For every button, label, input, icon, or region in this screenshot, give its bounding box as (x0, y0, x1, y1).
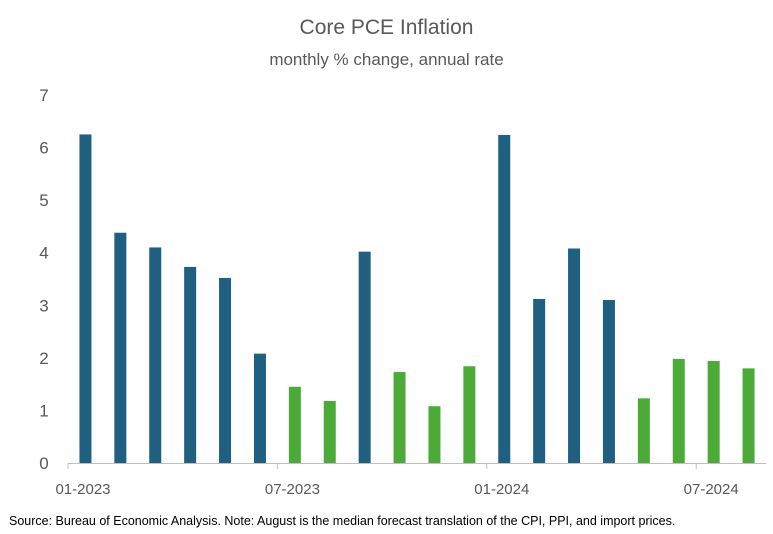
source-note: Source: Bureau of Economic Analysis. Not… (9, 514, 676, 528)
y-tick-label: 7 (39, 86, 48, 105)
x-tick-label: 01-2023 (55, 481, 110, 498)
bar-01-2024 (498, 134, 511, 463)
bar-06-2024 (672, 358, 685, 463)
bar-10-2023 (393, 372, 406, 463)
bar-03-2023 (149, 247, 162, 463)
x-axis-labels: 01-2023 07-2023 01-2024 07-2024 (55, 481, 738, 498)
bar-04-2024 (602, 300, 615, 463)
bar-05-2024 (637, 398, 650, 463)
bar-07-2024 (707, 361, 720, 463)
y-tick-label: 0 (39, 454, 48, 473)
x-ticks (67, 463, 697, 469)
y-tick-label: 6 (39, 139, 48, 158)
bar-09-2023 (358, 251, 371, 463)
bar-chart: 0 1 2 3 4 5 6 7 01-2023 07-2023 01-2024 07-2024 (39, 86, 766, 498)
bar-07-2023 (288, 386, 301, 463)
x-tick-label: 07-2024 (684, 481, 739, 498)
y-tick-label: 3 (39, 296, 48, 315)
bar-01-2023 (79, 134, 92, 463)
bar-03-2024 (568, 248, 581, 463)
y-axis-labels: 0 1 2 3 4 5 6 7 (39, 86, 48, 473)
bar-08-2023 (323, 400, 336, 463)
bar-05-2023 (219, 277, 232, 463)
bar-04-2023 (184, 266, 197, 463)
chart-subtitle: monthly % change, annual rate (269, 50, 504, 69)
y-tick-label: 2 (39, 349, 48, 368)
bar-12-2023 (463, 366, 476, 463)
bar-11-2023 (428, 406, 441, 463)
x-tick-label: 01-2024 (474, 481, 529, 498)
bar-02-2024 (533, 298, 546, 463)
bar-06-2023 (253, 353, 266, 463)
bar-08-2024 (742, 368, 755, 463)
y-tick-label: 1 (39, 401, 48, 420)
chart-title: Core PCE Inflation (299, 16, 474, 39)
y-tick-label: 5 (39, 191, 48, 210)
bar-02-2023 (114, 232, 127, 463)
y-tick-label: 4 (39, 244, 48, 263)
x-tick-label: 07-2023 (265, 481, 320, 498)
bars (79, 134, 755, 463)
